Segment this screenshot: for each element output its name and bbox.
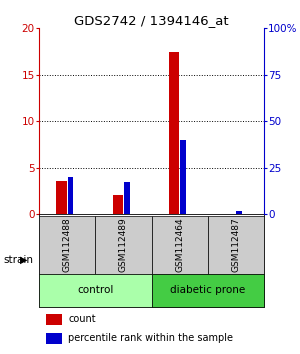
Bar: [180, 140, 186, 214]
Text: GSM112488: GSM112488: [63, 217, 72, 272]
Bar: [236, 211, 242, 214]
Bar: [152, 216, 208, 274]
Bar: [152, 274, 264, 307]
Text: control: control: [77, 285, 113, 295]
Bar: [208, 216, 264, 274]
Text: diabetic prone: diabetic prone: [170, 285, 245, 295]
Bar: [46, 314, 62, 325]
Text: GSM112489: GSM112489: [119, 217, 128, 272]
Text: strain: strain: [3, 255, 33, 265]
Text: GSM112464: GSM112464: [175, 217, 184, 272]
Bar: [39, 274, 152, 307]
Text: count: count: [68, 314, 96, 324]
Bar: [68, 177, 73, 214]
Bar: [56, 181, 67, 214]
Bar: [169, 52, 179, 214]
Bar: [113, 195, 123, 214]
Bar: [95, 216, 152, 274]
Bar: [46, 332, 62, 344]
Bar: [39, 216, 95, 274]
Text: percentile rank within the sample: percentile rank within the sample: [68, 333, 233, 343]
Bar: [124, 182, 130, 214]
Text: ▶: ▶: [20, 255, 27, 265]
Text: GSM112487: GSM112487: [231, 217, 240, 272]
Title: GDS2742 / 1394146_at: GDS2742 / 1394146_at: [74, 14, 229, 27]
